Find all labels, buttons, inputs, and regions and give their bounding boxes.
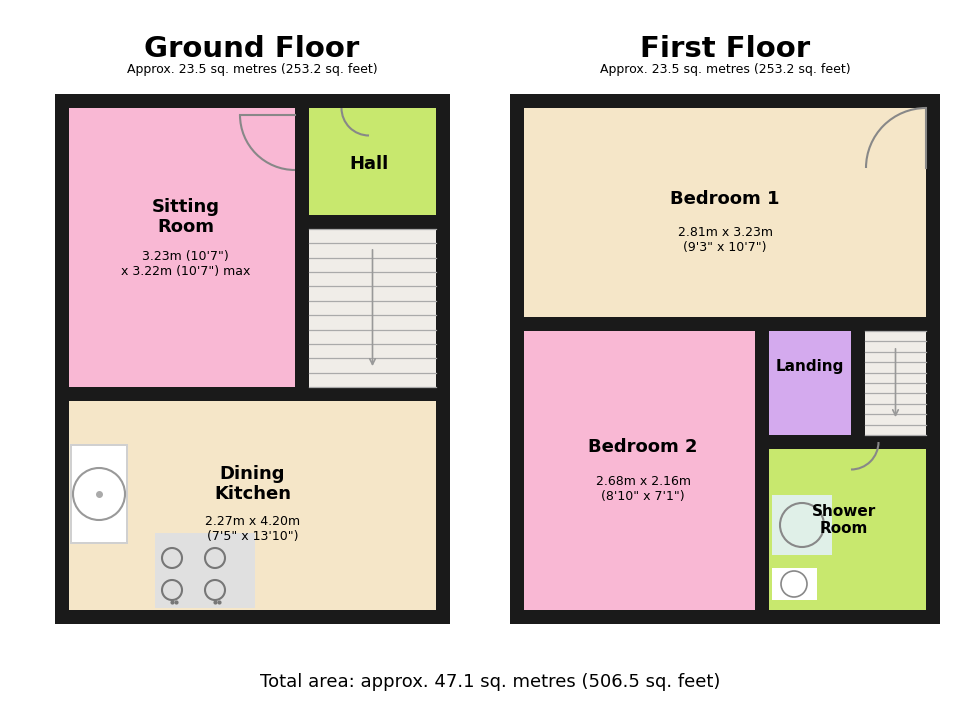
- Bar: [69, 394, 436, 610]
- Text: Approx. 23.5 sq. metres (253.2 sq. feet): Approx. 23.5 sq. metres (253.2 sq. feet): [126, 63, 377, 75]
- Bar: [56, 261, 68, 274]
- Bar: [155, 533, 255, 608]
- Bar: [511, 213, 523, 226]
- Bar: [772, 568, 817, 600]
- Bar: [510, 610, 940, 624]
- Bar: [510, 94, 940, 108]
- Bar: [436, 94, 450, 624]
- Bar: [762, 324, 858, 442]
- Text: Landing: Landing: [776, 360, 844, 375]
- Bar: [55, 94, 69, 624]
- Text: 2.68m x 2.16m
(8'10" x 7'1"): 2.68m x 2.16m (8'10" x 7'1"): [596, 475, 691, 503]
- Bar: [772, 495, 832, 555]
- Text: Approx. 23.5 sq. metres (253.2 sq. feet): Approx. 23.5 sq. metres (253.2 sq. feet): [600, 63, 851, 75]
- Bar: [55, 610, 450, 624]
- Text: Hall: Hall: [350, 155, 389, 173]
- Bar: [617, 94, 727, 108]
- Bar: [858, 324, 926, 442]
- Bar: [56, 243, 68, 256]
- Bar: [851, 324, 865, 442]
- Bar: [295, 108, 309, 394]
- Bar: [755, 324, 769, 610]
- Text: Total area: approx. 47.1 sq. metres (506.5 sq. feet): Total area: approx. 47.1 sq. metres (506…: [260, 673, 720, 691]
- Bar: [511, 195, 523, 208]
- Text: Sitting
Room: Sitting Room: [152, 198, 220, 236]
- Bar: [69, 387, 436, 401]
- Bar: [762, 435, 926, 449]
- Bar: [56, 207, 68, 220]
- Bar: [511, 177, 523, 190]
- Bar: [69, 108, 302, 394]
- Bar: [302, 215, 436, 229]
- Bar: [511, 231, 523, 244]
- Bar: [56, 279, 68, 292]
- Bar: [524, 324, 762, 610]
- Text: 2.81m x 3.23m
(9'3" x 10'7"): 2.81m x 3.23m (9'3" x 10'7"): [677, 226, 772, 254]
- Bar: [302, 222, 436, 394]
- Bar: [510, 94, 940, 624]
- Text: First Floor: First Floor: [640, 35, 810, 63]
- Text: Shower
Room: Shower Room: [811, 504, 876, 536]
- Bar: [510, 94, 524, 624]
- Text: Bedroom 1: Bedroom 1: [670, 190, 780, 208]
- Bar: [511, 249, 523, 262]
- Text: 2.27m x 4.20m
(7'5" x 13'10"): 2.27m x 4.20m (7'5" x 13'10"): [205, 515, 300, 543]
- Bar: [524, 317, 926, 331]
- Bar: [55, 94, 450, 108]
- Bar: [302, 108, 436, 222]
- Text: Dining
Kitchen: Dining Kitchen: [214, 465, 291, 503]
- Bar: [926, 94, 940, 624]
- Bar: [55, 94, 450, 624]
- Bar: [72, 446, 126, 542]
- Bar: [70, 444, 128, 544]
- Text: 3.23m (10'7")
x 3.22m (10'7") max: 3.23m (10'7") x 3.22m (10'7") max: [121, 250, 250, 278]
- Text: Ground Floor: Ground Floor: [144, 35, 360, 63]
- Bar: [524, 108, 926, 324]
- Text: Bedroom 2: Bedroom 2: [588, 438, 698, 456]
- Bar: [110, 94, 230, 108]
- Bar: [762, 442, 926, 610]
- Circle shape: [781, 571, 807, 597]
- Bar: [56, 225, 68, 238]
